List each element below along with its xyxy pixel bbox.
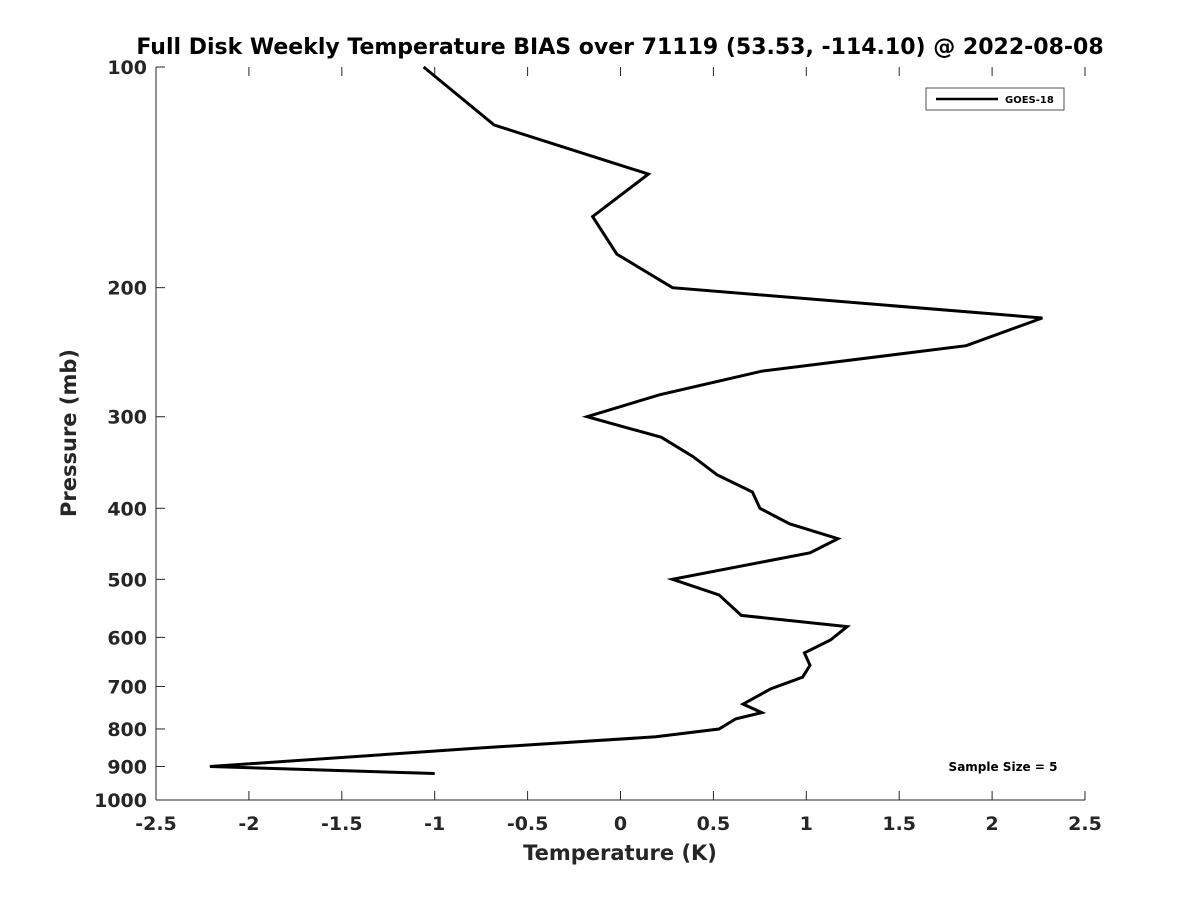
x-tick-label: 0.5 (697, 813, 731, 835)
x-tick-label: -0.5 (507, 813, 549, 835)
y-tick-label: 600 (107, 627, 147, 649)
x-tick-label: 1 (800, 813, 813, 835)
chart-title: Full Disk Weekly Temperature BIAS over 7… (136, 35, 1103, 60)
y-tick-label: 100 (107, 57, 147, 79)
y-tick-label: 700 (107, 676, 147, 698)
x-tick-label: 1.5 (882, 813, 916, 835)
sample-size-annotation: Sample Size = 5 (949, 760, 1058, 774)
series-line-goes-18 (209, 65, 1043, 775)
y-tick-label: 900 (107, 756, 147, 778)
y-tick-label: 500 (107, 569, 147, 591)
y-tick-label: 300 (107, 407, 147, 429)
y-tick-label: 800 (107, 719, 147, 741)
legend-label-goes-18: GOES-18 (1005, 95, 1054, 106)
x-tick-label: -1 (424, 813, 445, 835)
x-tick-label: -2 (238, 813, 259, 835)
x-tick-label: -1.5 (321, 813, 363, 835)
y-tick-label: 400 (107, 498, 147, 520)
y-tick-label: 200 (107, 278, 147, 300)
y-tick-label: 1000 (94, 790, 147, 812)
legend: GOES-18 (925, 87, 1065, 111)
y-axis-label: Pressure (mb) (57, 349, 81, 517)
series-layer (209, 65, 1043, 775)
x-tick-label: 2 (985, 813, 998, 835)
y-ticks: 100 200 300 400 500 600 700 800 900 1000 (94, 57, 165, 812)
x-axis-label: Temperature (K) (523, 841, 717, 865)
x-tick-label: 2.5 (1068, 813, 1102, 835)
x-tick-label: 0 (614, 813, 627, 835)
x-tick-label: -2.5 (135, 813, 177, 835)
x-ticks: -2.5 -2 -1.5 -1 -0.5 0 0.5 1 1.5 2 2.5 (135, 67, 1102, 835)
